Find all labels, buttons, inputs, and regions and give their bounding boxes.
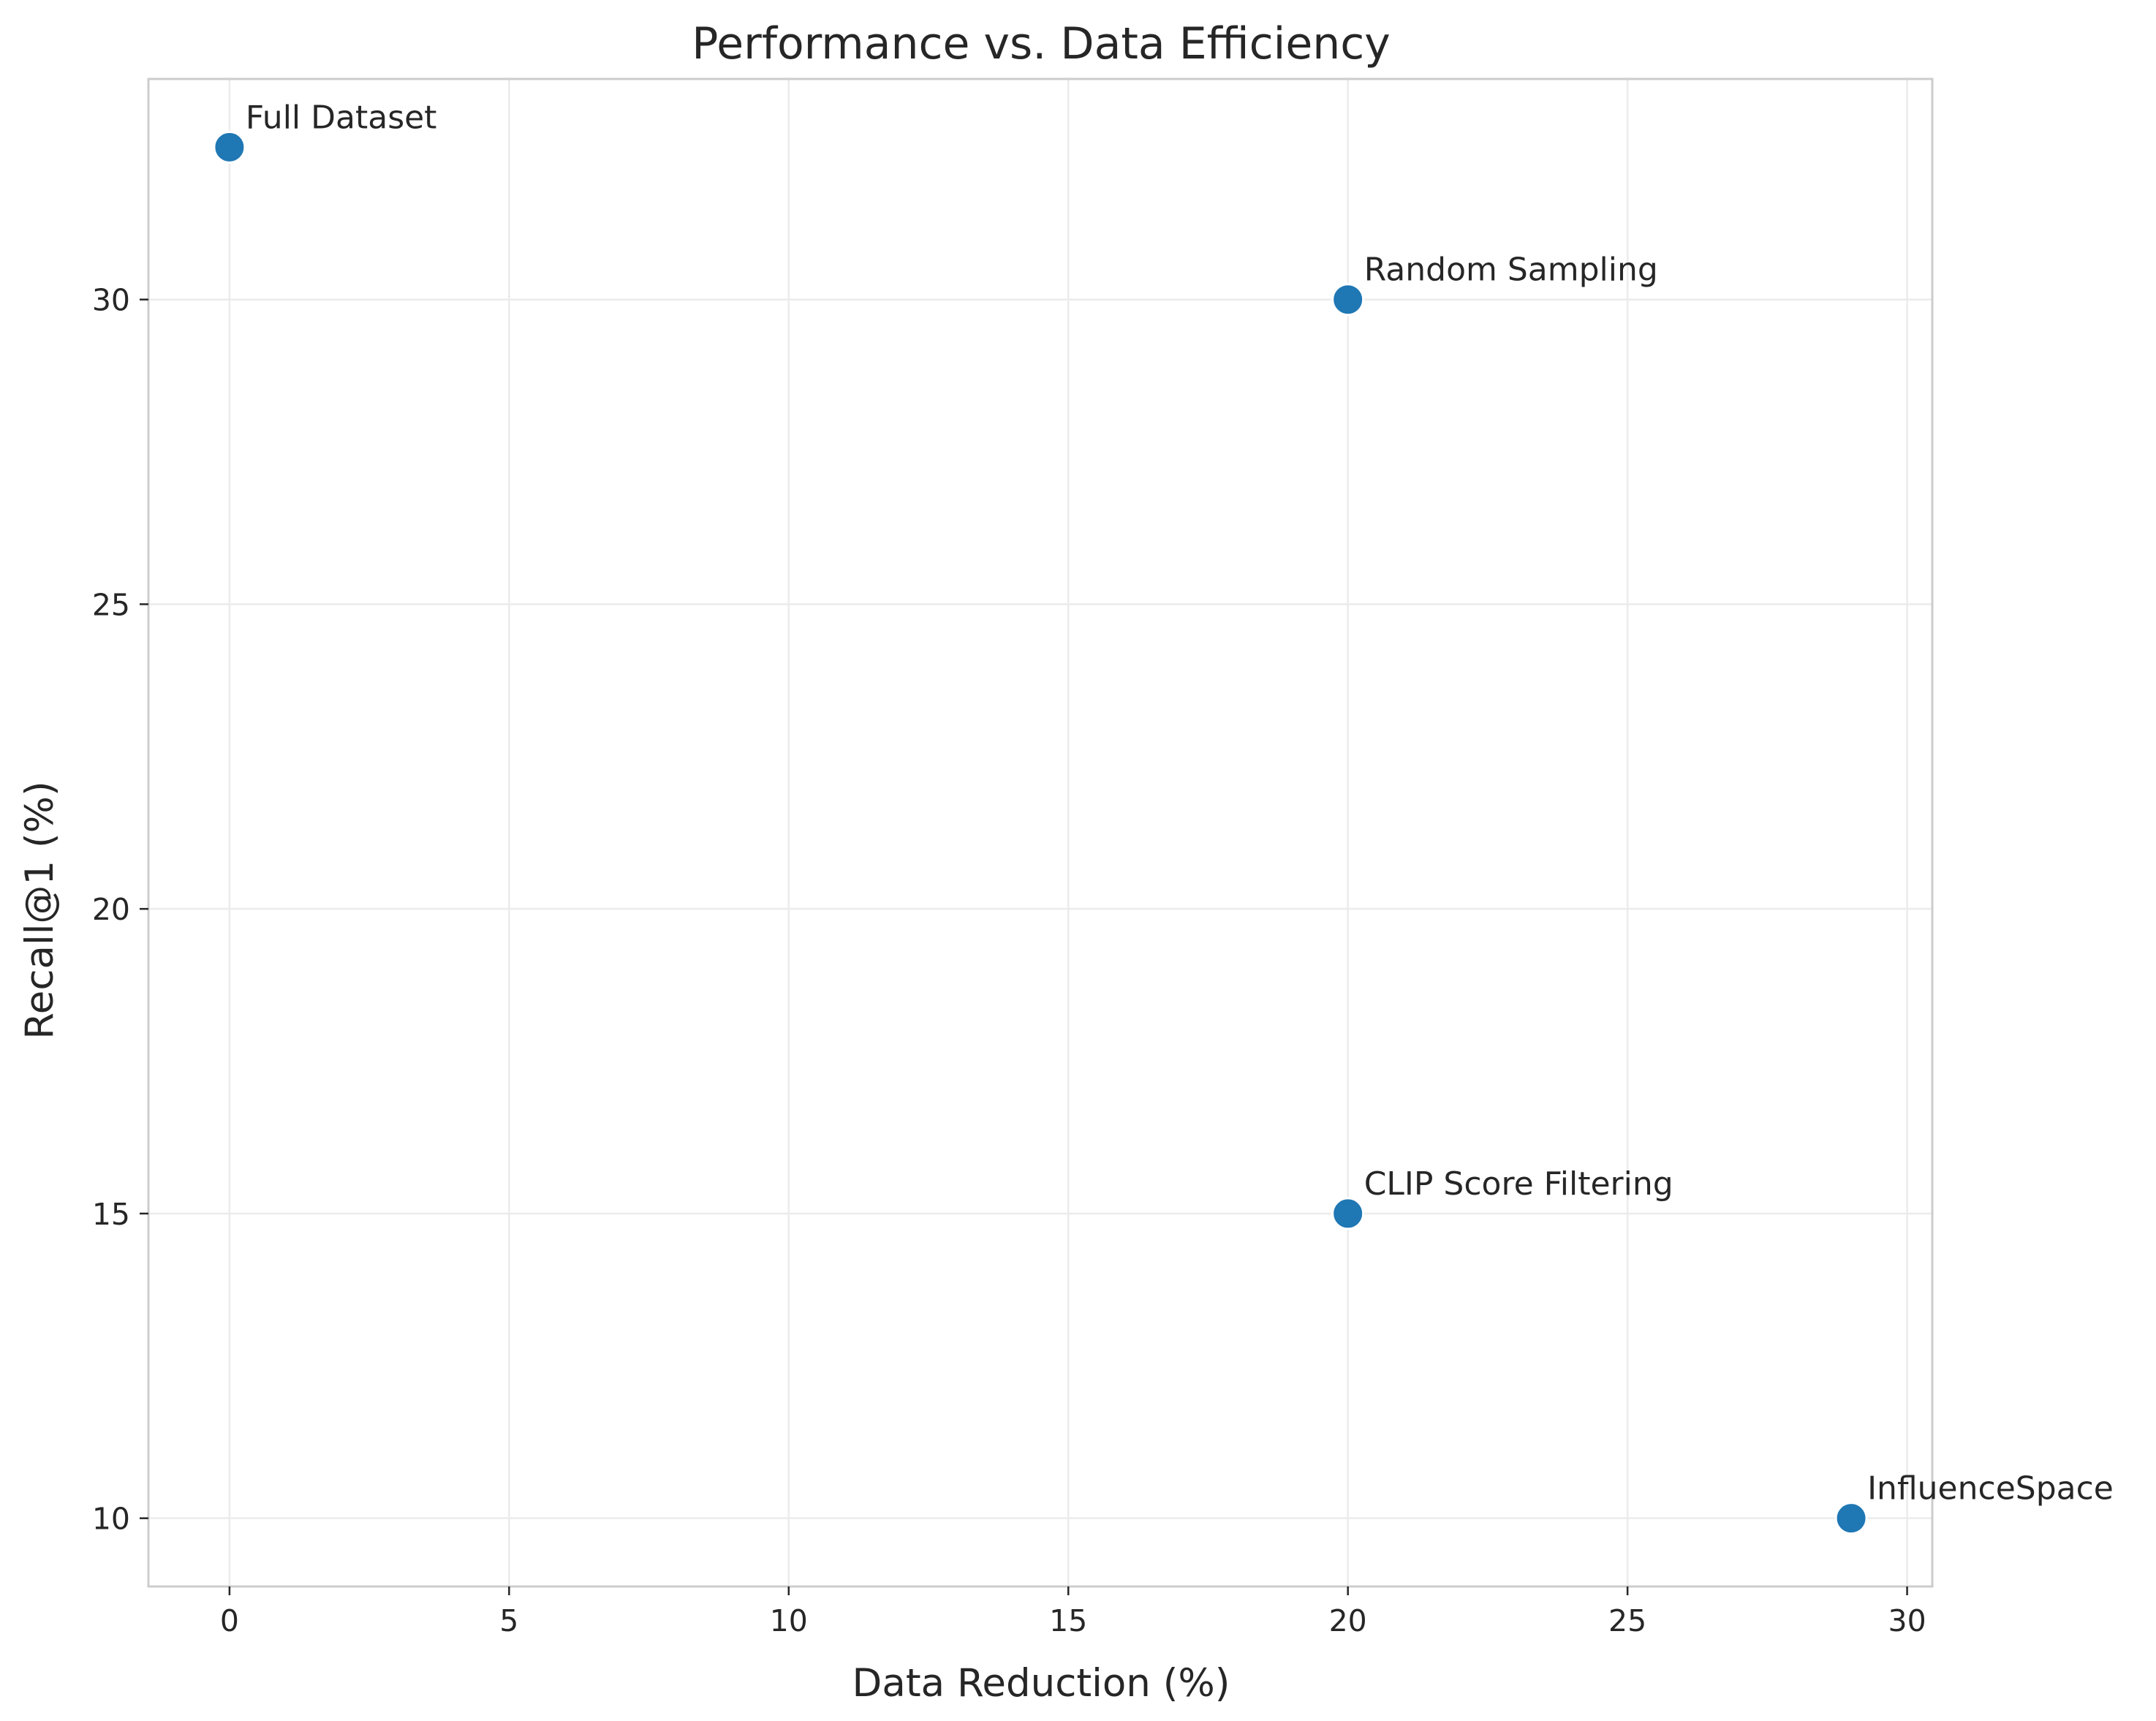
y-tick-label: 10: [92, 1502, 130, 1537]
y-tick-label: 30: [92, 283, 130, 318]
data-point: [1331, 1197, 1365, 1230]
data-point: [1834, 1502, 1868, 1535]
x-tick-label: 10: [770, 1603, 808, 1638]
x-tick-label: 5: [499, 1603, 518, 1638]
data-point-label: Full Dataset: [246, 99, 437, 136]
y-axis-label: Recall@1 (%): [18, 781, 62, 1039]
grid-lines: [148, 79, 1932, 1586]
data-point-label: Random Sampling: [1364, 251, 1658, 289]
y-tick-label: 20: [92, 892, 130, 927]
x-axis-label: Data Reduction (%): [852, 1661, 1230, 1706]
chart-title: Performance vs. Data Efficiency: [692, 18, 1391, 69]
axis-ticks: 0 5 10 15 20 25 30 10 15 20 25 30: [92, 283, 1926, 1638]
y-tick-label: 15: [92, 1197, 130, 1232]
y-tick-label: 25: [92, 587, 130, 622]
data-point-label: InfluenceSpace: [1867, 1470, 2114, 1508]
data-point-label: CLIP Score Filtering: [1364, 1165, 1673, 1203]
x-tick-label: 30: [1888, 1603, 1926, 1638]
plot-area-frame: [147, 77, 1934, 1588]
x-tick-label: 25: [1608, 1603, 1646, 1638]
data-point: [1331, 283, 1365, 317]
x-tick-label: 0: [220, 1603, 239, 1638]
x-tick-label: 15: [1049, 1603, 1087, 1638]
data-point: [213, 130, 246, 164]
data-points: Full Dataset Random Sampling CLIP Score Fi…: [213, 99, 2114, 1535]
x-tick-label: 20: [1329, 1603, 1367, 1638]
